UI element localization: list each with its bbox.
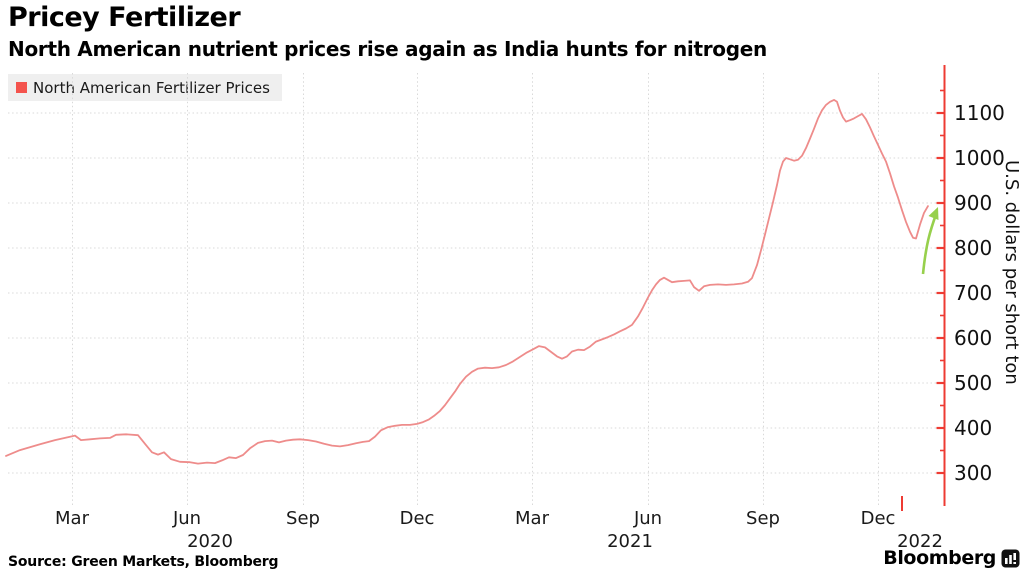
source-note: Source: Green Markets, Bloomberg bbox=[8, 554, 279, 570]
x-tick-label-3-dec: Dec bbox=[399, 508, 435, 529]
x-year-label-2020: 2020 bbox=[187, 531, 233, 552]
bloomberg-wordmark: Bloomberg bbox=[883, 547, 996, 569]
y-axis-title: U.S. dollars per short ton bbox=[1001, 160, 1022, 385]
horizontal-gridlines bbox=[8, 112, 941, 474]
x-tick-label-7-dec: Dec bbox=[860, 508, 896, 529]
x-year-label-2021: 2021 bbox=[607, 531, 653, 552]
x-tick-label-0-mar: Mar bbox=[55, 508, 89, 529]
x-tick-label-4-mar: Mar bbox=[515, 508, 549, 529]
green-annotation-arrow-icon bbox=[921, 207, 939, 275]
price-line-series bbox=[5, 99, 929, 465]
x-tick-label-6-sep: Sep bbox=[746, 508, 780, 529]
legend-label: North American Fertilizer Prices bbox=[33, 78, 270, 97]
right-y-axis bbox=[901, 65, 946, 511]
vertical-gridlines bbox=[72, 73, 879, 507]
legend: North American Fertilizer Prices bbox=[8, 74, 282, 101]
x-tick-label-1-jun: Jun bbox=[172, 508, 202, 529]
page-title: Pricey Fertilizer bbox=[8, 2, 241, 33]
legend-swatch-icon bbox=[16, 82, 27, 93]
x-tick-label-5-jun: Jun bbox=[633, 508, 663, 529]
x-year-label-2022: 2022 bbox=[897, 531, 943, 552]
x-tick-label-2-sep: Sep bbox=[286, 508, 320, 529]
page-subtitle: North American nutrient prices rise agai… bbox=[8, 37, 767, 61]
bloomberg-branding: Bloomberg bbox=[883, 547, 1020, 569]
bloomberg-bar-chart-icon bbox=[1001, 549, 1020, 567]
